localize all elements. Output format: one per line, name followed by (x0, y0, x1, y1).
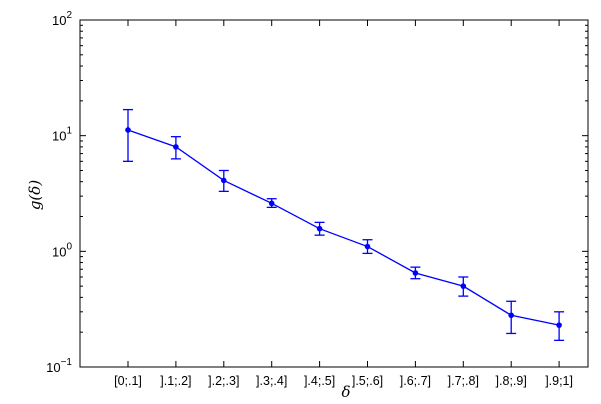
x-tick-label: ].3;.4] (256, 374, 287, 388)
x-tick-label: ].2;.3] (208, 374, 239, 388)
data-point (125, 127, 131, 133)
x-tick-label: ].8;.9] (496, 374, 527, 388)
y-axis-label: g(δ) (26, 180, 44, 210)
y-axis: 10−1 100 101 102 (46, 10, 588, 375)
series-layer (123, 108, 565, 341)
data-point (221, 177, 227, 184)
x-tick-label: [0;.1] (114, 374, 142, 388)
x-tick-label: ].4;.5] (304, 374, 335, 388)
y-tick-label: 102 (52, 10, 72, 28)
plot-area-frame (79, 19, 589, 368)
x-axis-label: δ (341, 383, 350, 399)
data-point (460, 283, 467, 289)
data-point (316, 225, 323, 232)
y-tick-label: 101 (52, 126, 72, 144)
data-point (508, 312, 514, 319)
data-point (173, 144, 179, 150)
data-point (364, 243, 371, 250)
data-point (556, 322, 562, 328)
x-axis: [0;.1] ].1;.2] ].2;.3] ].3;.4] ].4;.5] ].5;.6… (114, 20, 573, 388)
series-line (127, 129, 560, 326)
data-point (268, 200, 275, 207)
x-tick-label: ].1;.2] (160, 374, 191, 388)
x-tick-label: ].7;.8] (448, 374, 479, 388)
x-tick-label: ].9;1] (545, 374, 573, 388)
x-tick-label: ].6;.7] (400, 374, 431, 388)
y-tick-label: 100 (52, 241, 72, 259)
y-tick-label: 10−1 (46, 357, 72, 375)
data-point (412, 270, 419, 276)
x-tick-label: ].5;.6] (352, 374, 383, 388)
